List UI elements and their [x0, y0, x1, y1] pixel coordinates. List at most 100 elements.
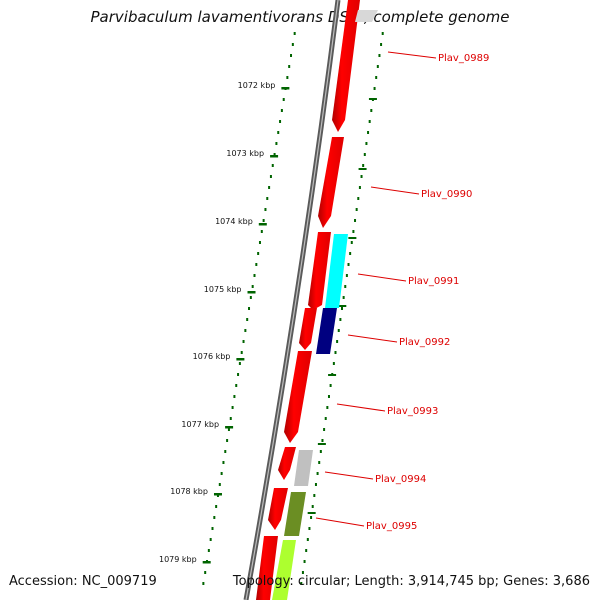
ring-dot — [229, 417, 232, 420]
gene-block-plav-0994[interactable] — [294, 450, 313, 486]
ring-dot — [231, 406, 234, 409]
ring-dot — [365, 142, 368, 145]
ring-dot — [341, 307, 344, 310]
ring-dot — [368, 120, 371, 123]
outer-tick — [348, 237, 357, 239]
cds-arrow[interactable] — [332, 0, 360, 132]
ring-dot — [237, 373, 240, 376]
ring-dot — [282, 98, 285, 101]
cds-arrow[interactable] — [284, 351, 312, 443]
label-leader-line — [315, 517, 365, 527]
cds-arrow[interactable] — [318, 137, 344, 228]
ring-dot — [227, 428, 230, 431]
cds-arrow[interactable] — [256, 536, 278, 600]
tick-mark — [281, 87, 290, 90]
ring-dot — [354, 219, 357, 222]
ring-dot — [202, 582, 205, 585]
ring-dot — [226, 439, 229, 442]
ring-dot — [310, 516, 313, 519]
forward-cds-track — [256, 0, 378, 600]
ring-dot — [303, 560, 306, 563]
ring-dot — [291, 43, 294, 46]
cds-arrow[interactable] — [278, 447, 296, 480]
cog-gene-track — [272, 234, 348, 600]
ring-dot — [334, 351, 337, 354]
ring-dot — [222, 461, 225, 464]
ring-dot — [246, 318, 249, 321]
ring-dot — [300, 582, 303, 585]
outer-tick — [317, 443, 326, 445]
ring-dot — [345, 274, 348, 277]
ring-dot — [305, 549, 308, 552]
ring-dot — [204, 571, 207, 574]
cds-arrow[interactable] — [355, 10, 378, 22]
tick-label: 1076 kbp — [193, 352, 231, 361]
ring-dot — [327, 395, 330, 398]
ring-dot — [242, 340, 245, 343]
ring-dot — [286, 76, 289, 79]
ring-dot — [337, 329, 340, 332]
ring-dot — [262, 219, 265, 222]
ring-dot — [279, 120, 282, 123]
gene-label[interactable]: Plav_0992 — [399, 337, 450, 348]
ring-dot — [336, 340, 339, 343]
gene-block-plav-0992[interactable] — [316, 308, 337, 354]
ring-dot — [363, 153, 366, 156]
ring-dot — [376, 65, 379, 68]
gene-label[interactable]: Plav_0990 — [421, 189, 472, 200]
ring-dot — [360, 175, 363, 178]
tick-mark — [225, 426, 234, 429]
gene-block-plav-0991[interactable] — [325, 234, 348, 308]
ring-dot — [352, 230, 355, 233]
ring-dot — [215, 505, 218, 508]
ring-dot — [332, 362, 335, 365]
outer-tick — [338, 305, 347, 307]
ring-dot — [293, 32, 296, 35]
ring-dot — [339, 318, 342, 321]
tick-label: 1072 kbp — [238, 81, 276, 90]
gene-label[interactable]: Plav_0991 — [408, 276, 459, 287]
ring-dot — [329, 384, 332, 387]
ring-dot — [220, 472, 223, 475]
ring-dot — [314, 483, 317, 486]
ring-dot — [324, 417, 327, 420]
gene-label[interactable]: Plav_0995 — [366, 521, 417, 532]
tick-label: 1078 kbp — [170, 487, 208, 496]
ring-dot — [273, 153, 276, 156]
cds-arrow[interactable] — [299, 308, 317, 350]
gene-label[interactable]: Plav_0993 — [387, 406, 438, 417]
gene-block-extra[interactable] — [272, 540, 296, 600]
ring-dot — [367, 131, 370, 134]
outer-tick — [328, 374, 337, 376]
gene-block-plav-0995[interactable] — [284, 492, 306, 536]
ring-dot — [277, 131, 280, 134]
ring-dot — [271, 164, 274, 167]
ring-dot — [249, 296, 252, 299]
ring-dot — [257, 252, 260, 255]
topology-text: Topology: circular; Length: 3,914,745 bp… — [232, 574, 590, 589]
inner-dotted-ring — [202, 32, 296, 585]
gene-labels: Plav_0989 Plav_0990 Plav_0991 Plav_0992 Plav… — [315, 51, 489, 532]
ring-dot — [235, 384, 238, 387]
ring-dot — [213, 516, 216, 519]
gene-label[interactable]: Plav_0994 — [375, 474, 426, 485]
tick-mark — [247, 291, 256, 294]
ring-dot — [264, 208, 267, 211]
ring-dot — [311, 505, 314, 508]
ring-dot — [358, 186, 361, 189]
cds-arrow[interactable] — [308, 232, 331, 310]
ring-dot — [255, 263, 258, 266]
cds-arrow[interactable] — [268, 488, 288, 530]
outer-tick — [358, 168, 367, 170]
ring-dot — [301, 571, 304, 574]
ring-dot — [306, 538, 309, 541]
tick-labels: 1072 kbp 1073 kbp 1074 kbp 1075 kbp 1076 kbp… — [159, 81, 275, 564]
gene-label[interactable]: Plav_0989 — [438, 53, 489, 64]
ring-dot — [224, 450, 227, 453]
tick-mark — [202, 561, 211, 564]
ring-dot — [344, 285, 347, 288]
ring-dot — [269, 175, 272, 178]
ring-dot — [253, 274, 256, 277]
ring-dot — [323, 428, 326, 431]
label-leader-line — [370, 186, 420, 195]
